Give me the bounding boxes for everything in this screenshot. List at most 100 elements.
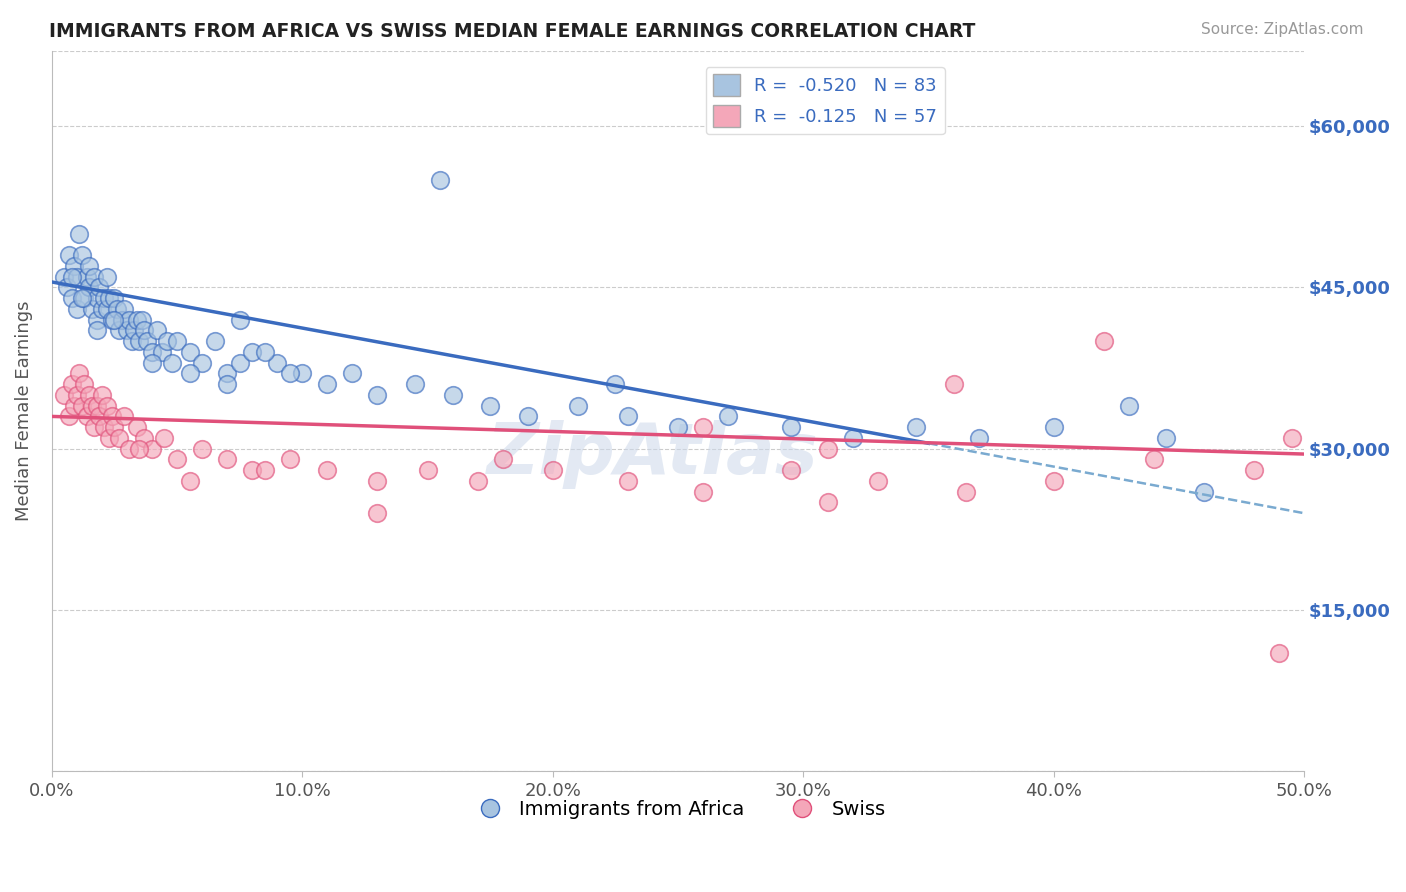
Point — [60, 377, 83, 392]
Point — [98, 431, 121, 445]
Point — [160, 356, 183, 370]
Point — [141, 344, 163, 359]
Point — [1281, 431, 1303, 445]
Point — [156, 334, 179, 348]
Point — [541, 463, 564, 477]
Point — [128, 442, 150, 456]
Point — [89, 280, 111, 294]
Point — [1143, 452, 1166, 467]
Text: ZipAtlas: ZipAtlas — [486, 420, 818, 489]
Point — [904, 420, 927, 434]
Point — [228, 356, 250, 370]
Point — [86, 399, 108, 413]
Point — [817, 442, 839, 456]
Point — [90, 301, 112, 316]
Point — [817, 495, 839, 509]
Point — [112, 301, 135, 316]
Point — [253, 463, 276, 477]
Point — [1156, 431, 1178, 445]
Point — [146, 323, 169, 337]
Text: Source: ZipAtlas.com: Source: ZipAtlas.com — [1201, 22, 1364, 37]
Point — [125, 312, 148, 326]
Point — [605, 377, 627, 392]
Point — [253, 344, 276, 359]
Point — [76, 409, 98, 424]
Point — [76, 269, 98, 284]
Point — [67, 367, 90, 381]
Point — [134, 431, 156, 445]
Point — [83, 269, 105, 284]
Point — [115, 323, 138, 337]
Text: IMMIGRANTS FROM AFRICA VS SWISS MEDIAN FEMALE EARNINGS CORRELATION CHART: IMMIGRANTS FROM AFRICA VS SWISS MEDIAN F… — [49, 22, 976, 41]
Point — [240, 344, 263, 359]
Point — [366, 474, 388, 488]
Point — [79, 280, 101, 294]
Point — [141, 356, 163, 370]
Point — [128, 334, 150, 348]
Point — [153, 431, 176, 445]
Point — [86, 291, 108, 305]
Point — [105, 301, 128, 316]
Point — [70, 399, 93, 413]
Point — [118, 442, 141, 456]
Point — [96, 399, 118, 413]
Point — [1118, 399, 1140, 413]
Point — [80, 399, 103, 413]
Point — [316, 377, 339, 392]
Point — [96, 301, 118, 316]
Point — [53, 388, 76, 402]
Point — [955, 484, 977, 499]
Point — [55, 280, 77, 294]
Point — [617, 474, 640, 488]
Point — [108, 323, 131, 337]
Y-axis label: Median Female Earnings: Median Female Earnings — [15, 301, 32, 521]
Point — [204, 334, 226, 348]
Point — [150, 344, 173, 359]
Point — [66, 301, 89, 316]
Point — [134, 323, 156, 337]
Point — [366, 506, 388, 520]
Point — [60, 291, 83, 305]
Point — [166, 334, 188, 348]
Point — [86, 312, 108, 326]
Point — [967, 431, 990, 445]
Point — [93, 420, 115, 434]
Point — [70, 291, 93, 305]
Point — [441, 388, 464, 402]
Point — [342, 367, 364, 381]
Point — [89, 409, 111, 424]
Point — [79, 259, 101, 273]
Point — [73, 377, 96, 392]
Point — [141, 442, 163, 456]
Point — [124, 323, 146, 337]
Point — [79, 388, 101, 402]
Point — [316, 463, 339, 477]
Point — [666, 420, 689, 434]
Point — [166, 452, 188, 467]
Point — [131, 312, 153, 326]
Point — [73, 291, 96, 305]
Point — [86, 323, 108, 337]
Point — [717, 409, 740, 424]
Point — [1243, 463, 1265, 477]
Point — [136, 334, 159, 348]
Point — [96, 269, 118, 284]
Point — [1192, 484, 1215, 499]
Point — [112, 409, 135, 424]
Point — [516, 409, 538, 424]
Point — [240, 463, 263, 477]
Point — [58, 248, 80, 262]
Point — [779, 420, 801, 434]
Point — [118, 312, 141, 326]
Point — [58, 409, 80, 424]
Point — [278, 452, 301, 467]
Point — [83, 420, 105, 434]
Point — [90, 388, 112, 402]
Point — [101, 312, 124, 326]
Point — [98, 291, 121, 305]
Point — [492, 452, 515, 467]
Point — [228, 312, 250, 326]
Point — [217, 452, 239, 467]
Point — [278, 367, 301, 381]
Point — [63, 399, 86, 413]
